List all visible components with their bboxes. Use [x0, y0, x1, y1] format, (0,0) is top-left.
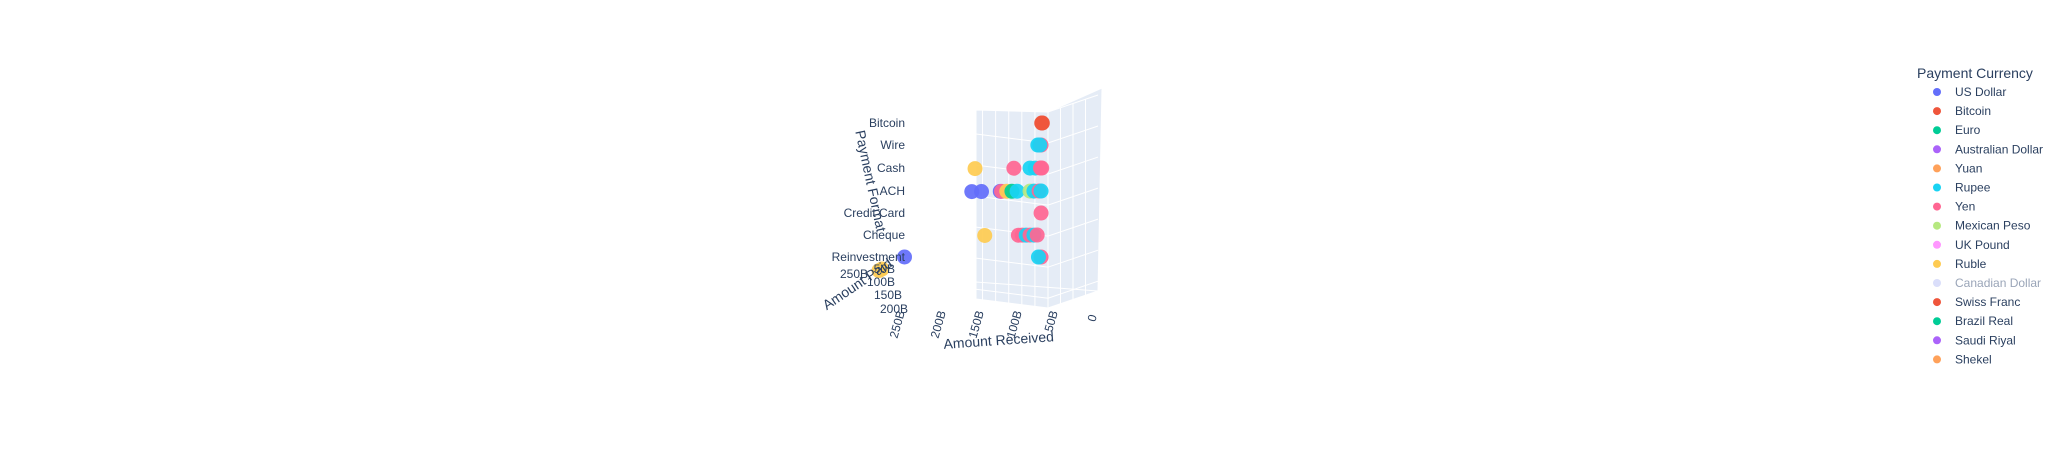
legend-marker [1933, 240, 1941, 249]
legend-marker [1933, 145, 1941, 154]
y-tick-label: 50B [874, 262, 895, 276]
data-point [977, 227, 993, 243]
z-tick-label: Wire [880, 138, 905, 152]
data-point [1034, 160, 1050, 176]
legend-item[interactable]: Swiss Franc [1933, 295, 2020, 309]
legend-item[interactable]: Shekel [1933, 352, 1992, 366]
data-point [1032, 137, 1048, 153]
legend-label: Shekel [1955, 352, 1992, 366]
x-tick-label: 0 [1085, 313, 1100, 324]
legend-item[interactable]: Euro [1933, 123, 1981, 137]
legend-item[interactable]: Yuan [1933, 161, 1982, 175]
legend-item[interactable]: Canadian Dollar [1933, 276, 2041, 290]
legend-label: Brazil Real [1955, 314, 2013, 328]
legend-item[interactable]: US Dollar [1933, 85, 2006, 99]
legend-label: Mexican Peso [1955, 219, 2031, 233]
legend-marker [1933, 279, 1941, 287]
y-tick-label: 100B [867, 275, 895, 289]
x-axis-title: Amount Received [943, 328, 1054, 352]
payment-format-ticks: Reinvestment Cheque Credit Card ACH Cash Wire… [832, 116, 906, 264]
side-pane [1047, 87, 1103, 309]
floor-pane [975, 281, 1099, 309]
data-point [1030, 249, 1046, 265]
data-point [1029, 227, 1045, 243]
legend-label: Yuan [1955, 161, 1982, 175]
z-tick-label: Cash [877, 161, 905, 175]
legend-label: UK Pound [1955, 238, 2010, 252]
legend-item[interactable]: Brazil Real [1933, 314, 2013, 328]
legend-marker [1933, 355, 1941, 364]
data-point [897, 249, 912, 265]
data-point [1033, 183, 1049, 199]
z-tick-label: Bitcoin [869, 116, 905, 130]
legend-label: Australian Dollar [1955, 142, 2043, 156]
legend-label: Rupee [1955, 181, 1991, 195]
z-tick-label: Credit Card [844, 206, 905, 220]
plot-scene[interactable]: Reinvestment Cheque Credit Card ACH Cash Wire… [819, 87, 1103, 352]
legend-marker [1933, 298, 1941, 307]
data-point [967, 161, 983, 177]
legend-item[interactable]: Australian Dollar [1933, 142, 2043, 156]
legend-label: US Dollar [1955, 85, 2006, 99]
legend[interactable]: Payment Currency US Dollar Bitcoin Euro Aus… [1917, 65, 2043, 366]
legend-label: Ruble [1955, 257, 1987, 271]
legend-marker [1933, 88, 1941, 96]
legend-label: Canadian Dollar [1955, 276, 2041, 290]
data-point [1034, 115, 1050, 131]
data-points [871, 115, 1050, 279]
y-tick-label: 150B [874, 288, 902, 302]
legend-title: Payment Currency [1917, 65, 2033, 81]
legend-item[interactable]: Ruble [1933, 257, 1987, 271]
legend-item[interactable]: Saudi Riyal [1933, 333, 2016, 347]
legend-marker [1933, 202, 1941, 211]
legend-item[interactable]: Bitcoin [1933, 104, 1991, 118]
legend-label: Swiss Franc [1955, 295, 2020, 309]
legend-item[interactable]: Yen [1933, 200, 1975, 214]
data-point [1006, 160, 1022, 176]
legend-label: Bitcoin [1955, 104, 1991, 118]
z-tick-label: Reinvestment [832, 250, 906, 264]
z-tick-label: ACH [880, 184, 905, 198]
data-point [871, 263, 887, 279]
y-tick-label: 200B [880, 302, 908, 316]
legend-item[interactable]: Mexican Peso [1933, 219, 2031, 233]
legend-marker [1933, 221, 1941, 230]
z-tick-label: Cheque [863, 228, 905, 242]
data-point [1033, 205, 1049, 221]
legend-marker [1933, 107, 1941, 116]
x-tick-label: 50B [1042, 309, 1061, 333]
legend-marker [1933, 183, 1941, 192]
data-point [1009, 183, 1025, 199]
legend-item[interactable]: Rupee [1933, 181, 1991, 195]
legend-marker [1933, 336, 1941, 345]
legend-label: Euro [1955, 123, 1981, 137]
legend-marker [1933, 317, 1941, 326]
legend-marker [1933, 259, 1941, 268]
legend-label: Yen [1955, 200, 1975, 214]
y-tick-label: 250B [840, 267, 868, 281]
legend-label: Saudi Riyal [1955, 333, 2016, 347]
legend-item[interactable]: UK Pound [1933, 238, 2010, 252]
data-point [974, 184, 990, 200]
legend-marker [1933, 126, 1941, 135]
legend-marker [1933, 164, 1941, 173]
